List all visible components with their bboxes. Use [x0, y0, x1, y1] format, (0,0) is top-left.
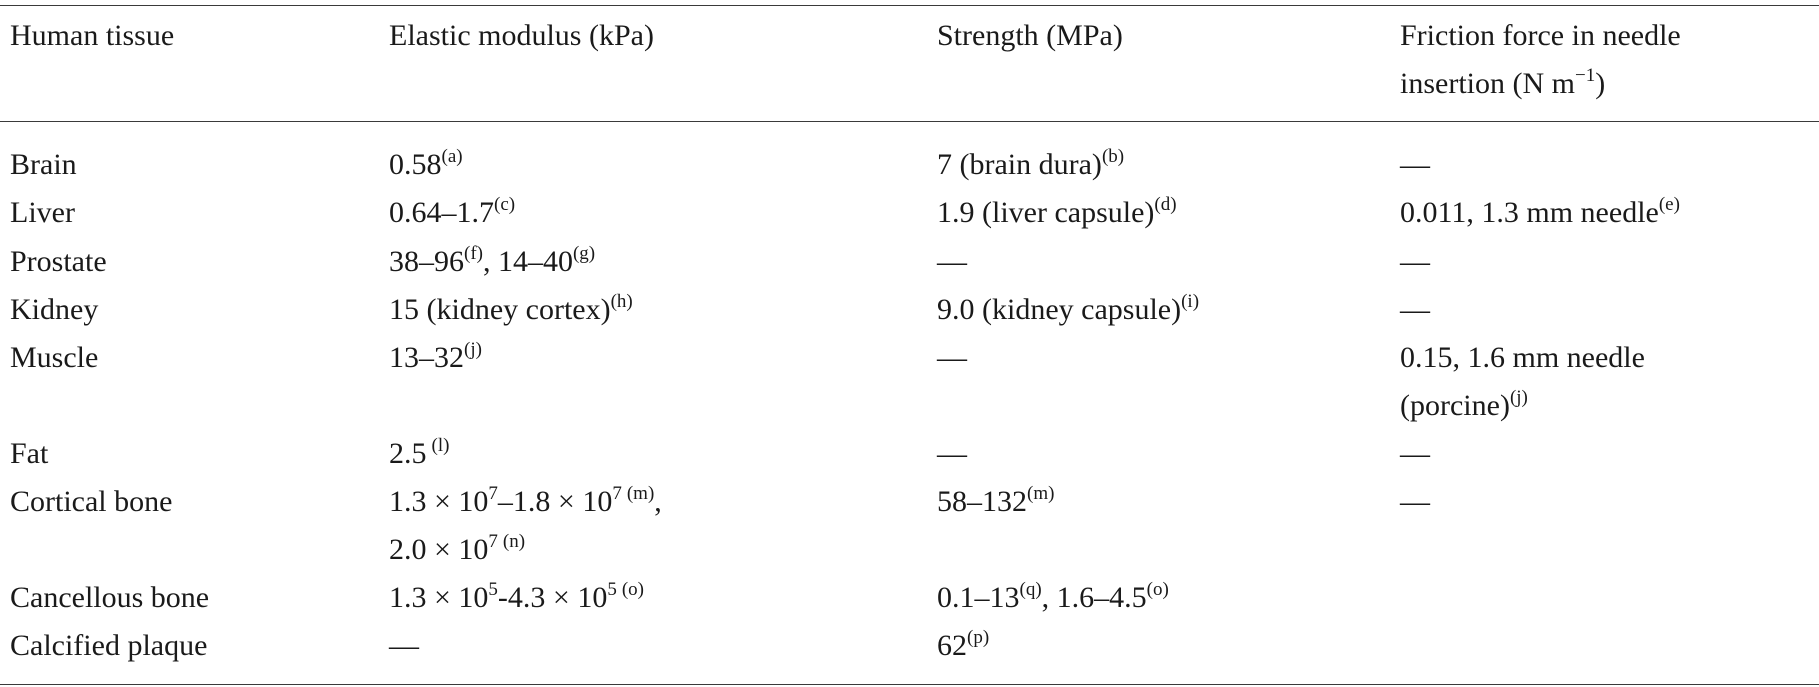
row-tissue: Brain — [10, 148, 77, 181]
row-friction: — — [1400, 245, 1430, 278]
row-strength: 1.9 (liver capsule)(d) — [937, 194, 1177, 229]
row-tissue: Muscle — [10, 341, 99, 374]
row-modulus: 2.5 (l) — [389, 435, 450, 470]
row-modulus: — — [389, 629, 419, 662]
row-tissue: Fat — [10, 437, 49, 470]
header-friction-line2: insertion (N m−1) — [1400, 65, 1606, 100]
row-tissue: Kidney — [10, 293, 99, 326]
row-friction-line1: 0.15, 1.6 mm needle — [1400, 341, 1645, 374]
row-friction: 0.011, 1.3 mm needle(e) — [1400, 194, 1680, 229]
row-tissue: Prostate — [10, 245, 107, 278]
row-strength: 7 (brain dura)(b) — [937, 146, 1125, 181]
row-modulus-line1: 1.3 × 107–1.8 × 107 (m), — [389, 483, 662, 518]
row-strength: 9.0 (kidney capsule)(i) — [937, 291, 1200, 326]
header-friction-line1: Friction force in needle — [1400, 19, 1681, 52]
row-modulus: 0.64–1.7(c) — [389, 194, 516, 229]
row-tissue: Calcified plaque — [10, 629, 208, 662]
row-strength: 58–132(m) — [937, 483, 1055, 518]
row-friction: — — [1400, 437, 1430, 470]
row-strength: — — [937, 437, 967, 470]
row-tissue: Cancellous bone — [10, 581, 210, 614]
row-strength: — — [937, 341, 967, 374]
row-tissue: Cortical bone — [10, 485, 173, 518]
row-tissue: Liver — [10, 196, 75, 229]
table-top-rule — [0, 5, 1819, 6]
table-header-rule — [0, 121, 1819, 122]
row-modulus: 38–96(f), 14–40(g) — [389, 243, 596, 278]
row-modulus: 13–32(j) — [389, 339, 482, 374]
row-modulus: 15 (kidney cortex)(h) — [389, 291, 633, 326]
row-strength: — — [937, 245, 967, 278]
row-modulus: 0.58(a) — [389, 146, 463, 181]
row-strength: 0.1–13(q), 1.6–4.5(o) — [937, 579, 1169, 614]
row-friction: — — [1400, 485, 1430, 518]
row-modulus: 1.3 × 105-4.3 × 105 (o) — [389, 579, 644, 614]
header-tissue: Human tissue — [10, 19, 175, 52]
row-strength: 62(p) — [937, 627, 990, 662]
table-bottom-rule — [0, 684, 1819, 685]
row-modulus-line2: 2.0 × 107 (n) — [389, 531, 526, 566]
header-strength: Strength (MPa) — [937, 19, 1123, 52]
row-friction: — — [1400, 293, 1430, 326]
row-friction-line2: (porcine)(j) — [1400, 387, 1528, 422]
header-friction-force: Friction force in needle insertion (N m−… — [1400, 12, 1681, 108]
row-friction: — — [1400, 148, 1430, 181]
header-elastic-modulus: Elastic modulus (kPa) — [389, 19, 654, 52]
